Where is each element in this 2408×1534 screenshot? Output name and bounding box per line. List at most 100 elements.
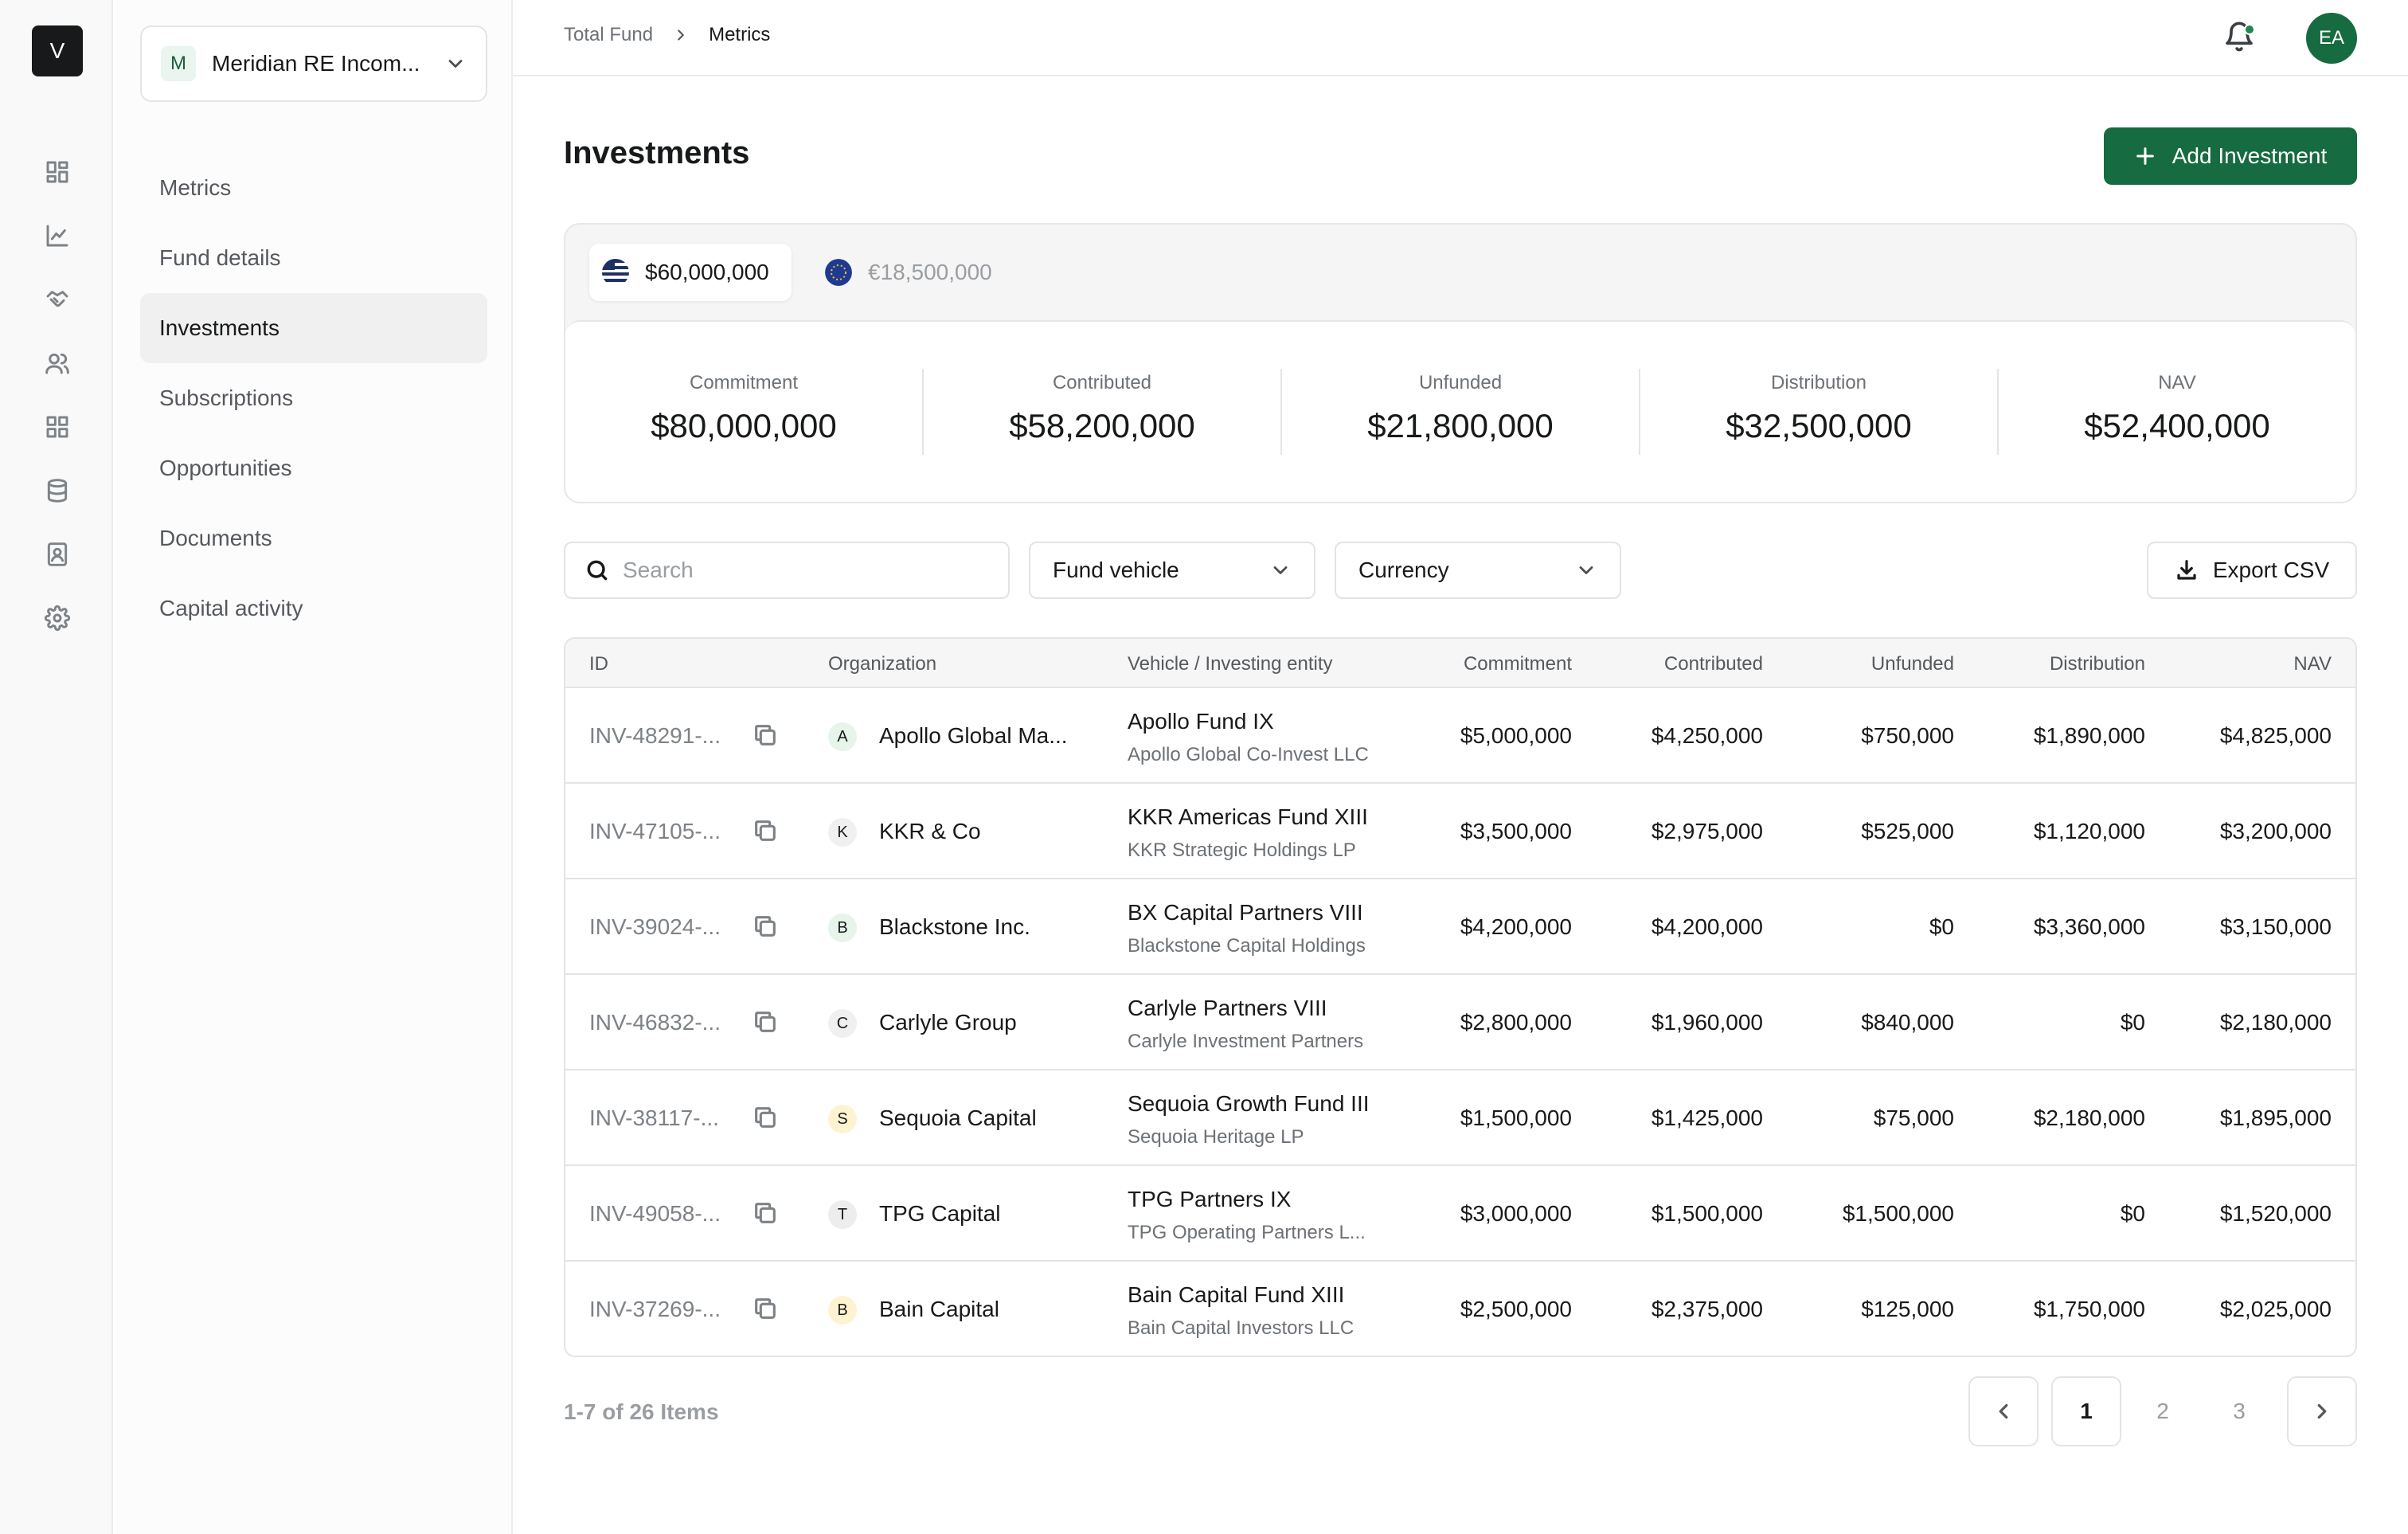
copy-icon[interactable] <box>752 1104 780 1133</box>
nav-value: $3,200,000 <box>2219 819 2332 843</box>
page-2-button[interactable]: 2 <box>2156 1399 2169 1423</box>
grid-icon[interactable] <box>41 411 73 443</box>
header-commitment[interactable]: Commitment <box>1463 653 1572 675</box>
prev-page-button[interactable] <box>1968 1376 2039 1446</box>
chart-line-icon[interactable] <box>41 220 73 252</box>
contributed-value: $1,960,000 <box>1651 1010 1763 1035</box>
currency-dropdown[interactable]: Currency <box>1335 542 1621 599</box>
sidebar-item-opportunities[interactable]: Opportunities <box>159 456 292 480</box>
metric-label: Distribution <box>1770 372 1867 393</box>
table-row[interactable]: INV-46832-... C Carlyle Group Carlyle Partn… <box>565 975 2355 1070</box>
metric-nav: NAV $52,400,000 <box>1999 369 2355 455</box>
contributed-value: $1,425,000 <box>1651 1105 1763 1130</box>
vehicle-name: KKR Americas Fund XIII <box>1128 804 1368 829</box>
copy-icon[interactable] <box>752 1008 780 1037</box>
notifications-button[interactable] <box>2223 21 2258 56</box>
fund-selector[interactable]: M Meridian RE Incom... <box>140 25 487 102</box>
table-row[interactable]: INV-39024-... B Blackstone Inc. BX Capital … <box>565 879 2355 975</box>
investing-entity: KKR Strategic Holdings LP <box>1128 839 1356 861</box>
search-field[interactable] <box>564 542 1010 599</box>
unfunded-value: $75,000 <box>1873 1105 1954 1130</box>
table-row[interactable]: INV-37269-... B Bain Capital Bain Capital F… <box>565 1262 2355 1356</box>
breadcrumb-root[interactable]: Total Fund <box>564 24 654 45</box>
sidebar: M Meridian RE Incom... Metrics Fund deta… <box>115 0 513 1534</box>
chevron-left-icon <box>1999 1403 2008 1419</box>
users-icon[interactable] <box>41 347 73 379</box>
page-title: Investments <box>564 135 750 170</box>
metric-value: $58,200,000 <box>1009 407 1195 444</box>
sidebar-item-investments[interactable]: Investments <box>140 293 487 363</box>
distribution-value: $0 <box>2120 1201 2145 1226</box>
investing-entity: Sequoia Heritage LP <box>1128 1126 1304 1148</box>
header-nav[interactable]: NAV <box>2293 653 2332 675</box>
export-csv-button[interactable]: Export CSV <box>2147 542 2357 599</box>
sidebar-item-metrics[interactable]: Metrics <box>159 175 232 200</box>
settings-icon[interactable] <box>41 602 73 634</box>
contributed-value: $4,250,000 <box>1651 723 1763 748</box>
icon-rail: V <box>0 0 113 1534</box>
unfunded-value: $840,000 <box>1861 1010 1954 1035</box>
copy-icon[interactable] <box>752 817 780 846</box>
header-vehicle[interactable]: Vehicle / Investing entity <box>1128 653 1333 675</box>
sidebar-nav: Metrics Fund details Investments Subscri… <box>140 153 487 644</box>
plus-icon <box>2136 147 2154 165</box>
commitment-value: $2,800,000 <box>1460 1010 1572 1035</box>
search-input[interactable] <box>623 558 989 583</box>
nav-value: $2,025,000 <box>2219 1297 2332 1321</box>
sidebar-item-documents[interactable]: Documents <box>159 526 272 550</box>
header-distribution[interactable]: Distribution <box>2049 653 2145 675</box>
dashboard-icon[interactable] <box>41 156 73 188</box>
commitment-value: $5,000,000 <box>1460 723 1572 748</box>
metric-unfunded: Unfunded $21,800,000 <box>1282 369 1640 455</box>
nav-value: $3,150,000 <box>2219 914 2332 939</box>
distribution-value: $2,180,000 <box>2033 1105 2145 1130</box>
nav-value: $1,895,000 <box>2219 1105 2332 1130</box>
unfunded-value: $525,000 <box>1861 819 1954 843</box>
contacts-book-icon[interactable] <box>41 538 73 570</box>
copy-icon[interactable] <box>752 1295 780 1324</box>
sidebar-item-fund-details[interactable]: Fund details <box>159 245 281 270</box>
page-1-button[interactable]: 1 <box>2051 1376 2121 1446</box>
copy-icon[interactable] <box>752 722 780 750</box>
fund-vehicle-dropdown[interactable]: Fund vehicle <box>1029 542 1315 599</box>
currency-tab-eur[interactable]: €18,500,000 <box>812 244 1014 301</box>
metric-value: $52,400,000 <box>2084 407 2270 444</box>
header-id[interactable]: ID <box>589 653 608 675</box>
summary-panel: $60,000,000 €18,500,000 Commitment $80,0… <box>564 223 2357 503</box>
currency-tab-usd[interactable]: $60,000,000 <box>589 244 792 301</box>
copy-icon[interactable] <box>752 913 780 941</box>
chevron-right-icon <box>2317 1403 2327 1419</box>
org-initial-badge: T <box>828 1200 857 1229</box>
investment-id: INV-46832-... <box>589 1010 721 1035</box>
currency-tab-eur-label: €18,500,000 <box>868 260 992 284</box>
commitment-value: $1,500,000 <box>1460 1105 1572 1130</box>
handshake-icon[interactable] <box>41 284 73 315</box>
bell-icon <box>2226 22 2253 52</box>
app-logo[interactable]: V <box>32 25 83 76</box>
sidebar-item-capital-activity[interactable]: Capital activity <box>159 596 303 620</box>
sidebar-item-subscriptions[interactable]: Subscriptions <box>159 385 294 410</box>
metric-label: NAV <box>2158 372 2196 393</box>
add-investment-button[interactable]: Add Investment <box>2104 127 2357 185</box>
table-row[interactable]: INV-47105-... K KKR & Co KKR Americas Fund … <box>565 784 2355 879</box>
notification-dot <box>2244 24 2255 35</box>
header-unfunded[interactable]: Unfunded <box>1870 653 1954 675</box>
header-organization[interactable]: Organization <box>828 653 937 675</box>
distribution-value: $1,890,000 <box>2033 723 2145 748</box>
investment-id: INV-39024-... <box>589 914 721 939</box>
investment-id: INV-47105-... <box>589 819 721 843</box>
next-page-button[interactable] <box>2287 1376 2357 1446</box>
table-row[interactable]: INV-49058-... T TPG Capital TPG Partners IX… <box>565 1166 2355 1262</box>
vehicle-name: Carlyle Partners VIII <box>1128 996 1327 1020</box>
table-row[interactable]: INV-38117-... S Sequoia Capital Sequoia Gro… <box>565 1070 2355 1166</box>
header-contributed[interactable]: Contributed <box>1663 653 1763 675</box>
user-avatar[interactable]: EA <box>2306 13 2357 64</box>
database-icon[interactable] <box>41 475 73 507</box>
fund-name: Meridian RE Incom... <box>212 51 420 76</box>
copy-icon[interactable] <box>752 1199 780 1228</box>
table-row[interactable]: INV-48291-... A Apollo Global Ma... Apollo … <box>565 688 2355 784</box>
page-3-button[interactable]: 3 <box>2233 1399 2246 1423</box>
chevron-down-icon <box>1579 566 1593 574</box>
nav-value: $2,180,000 <box>2219 1010 2332 1035</box>
currency-label: Currency <box>1358 558 1449 582</box>
